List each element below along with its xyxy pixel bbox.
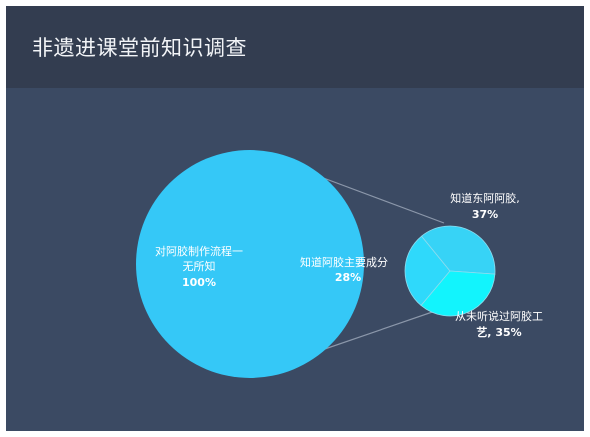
slice-label-know-donge: 知道东阿阿胶, (450, 191, 520, 205)
slice-label-never-heard-line1: 从未听说过阿胶工 (455, 309, 543, 323)
slice-main-ingredient (404, 235, 451, 307)
slice-know-donge (420, 225, 496, 275)
main-label-line1: 对阿胶制作流程一 (155, 244, 243, 258)
main-value-label: 100% (182, 276, 216, 289)
slice-value-main-ingredient: 28% (335, 271, 361, 284)
slice-label-main-ingredient: 知道阿胶主要成分 (300, 255, 388, 269)
slide: 非遗进课堂前知识调查 对阿胶制作流程一 无所知 100% 知道阿胶主要成分 28… (6, 6, 584, 431)
main-circle (136, 150, 364, 378)
slice-value-know-donge: 37% (472, 208, 498, 221)
secondary-pie (404, 225, 496, 317)
header-bar: 非遗进课堂前知识调查 (6, 6, 584, 88)
slice-never-heard (420, 270, 496, 317)
main-label-line2: 无所知 (183, 259, 216, 273)
pie-of-pie-chart: 对阿胶制作流程一 无所知 100% 知道阿胶主要成分 28% 知道东阿阿胶, 3… (136, 150, 543, 378)
slice-label-never-heard-line2: 艺, 35% (476, 325, 521, 339)
connector-line-bottom (318, 307, 445, 352)
page-title: 非遗进课堂前知识调查 (32, 36, 247, 60)
